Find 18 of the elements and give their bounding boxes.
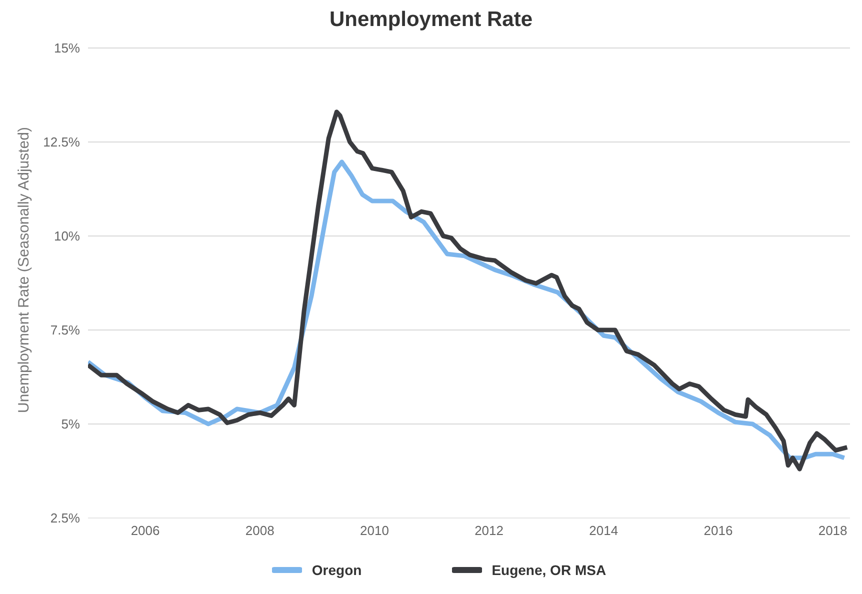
legend-label: Eugene, OR MSA xyxy=(492,562,606,578)
y-axis-title: Unemployment Rate (Seasonally Adjusted) xyxy=(15,127,32,413)
line-series xyxy=(88,110,850,472)
x-tick-label: 2012 xyxy=(474,523,504,538)
y-tick-label: 15% xyxy=(54,40,80,56)
y-tick-label: 5% xyxy=(61,416,80,432)
x-tick-label: 2010 xyxy=(360,523,389,538)
legend-label: Oregon xyxy=(312,562,362,578)
x-tick-label: 2016 xyxy=(704,523,733,538)
x-tick-label: 2006 xyxy=(130,523,160,538)
y-tick-label: 7.5% xyxy=(50,322,80,338)
y-tick-label: 12.5% xyxy=(43,134,80,150)
y-tick-label: 2.5% xyxy=(50,510,80,526)
chart-title: Unemployment Rate xyxy=(328,8,534,33)
x-tick-label: 2008 xyxy=(245,523,274,538)
x-tick-label: 2018 xyxy=(818,523,848,538)
x-tick-label: 2014 xyxy=(589,523,618,538)
y-tick-label: 10% xyxy=(54,228,80,244)
